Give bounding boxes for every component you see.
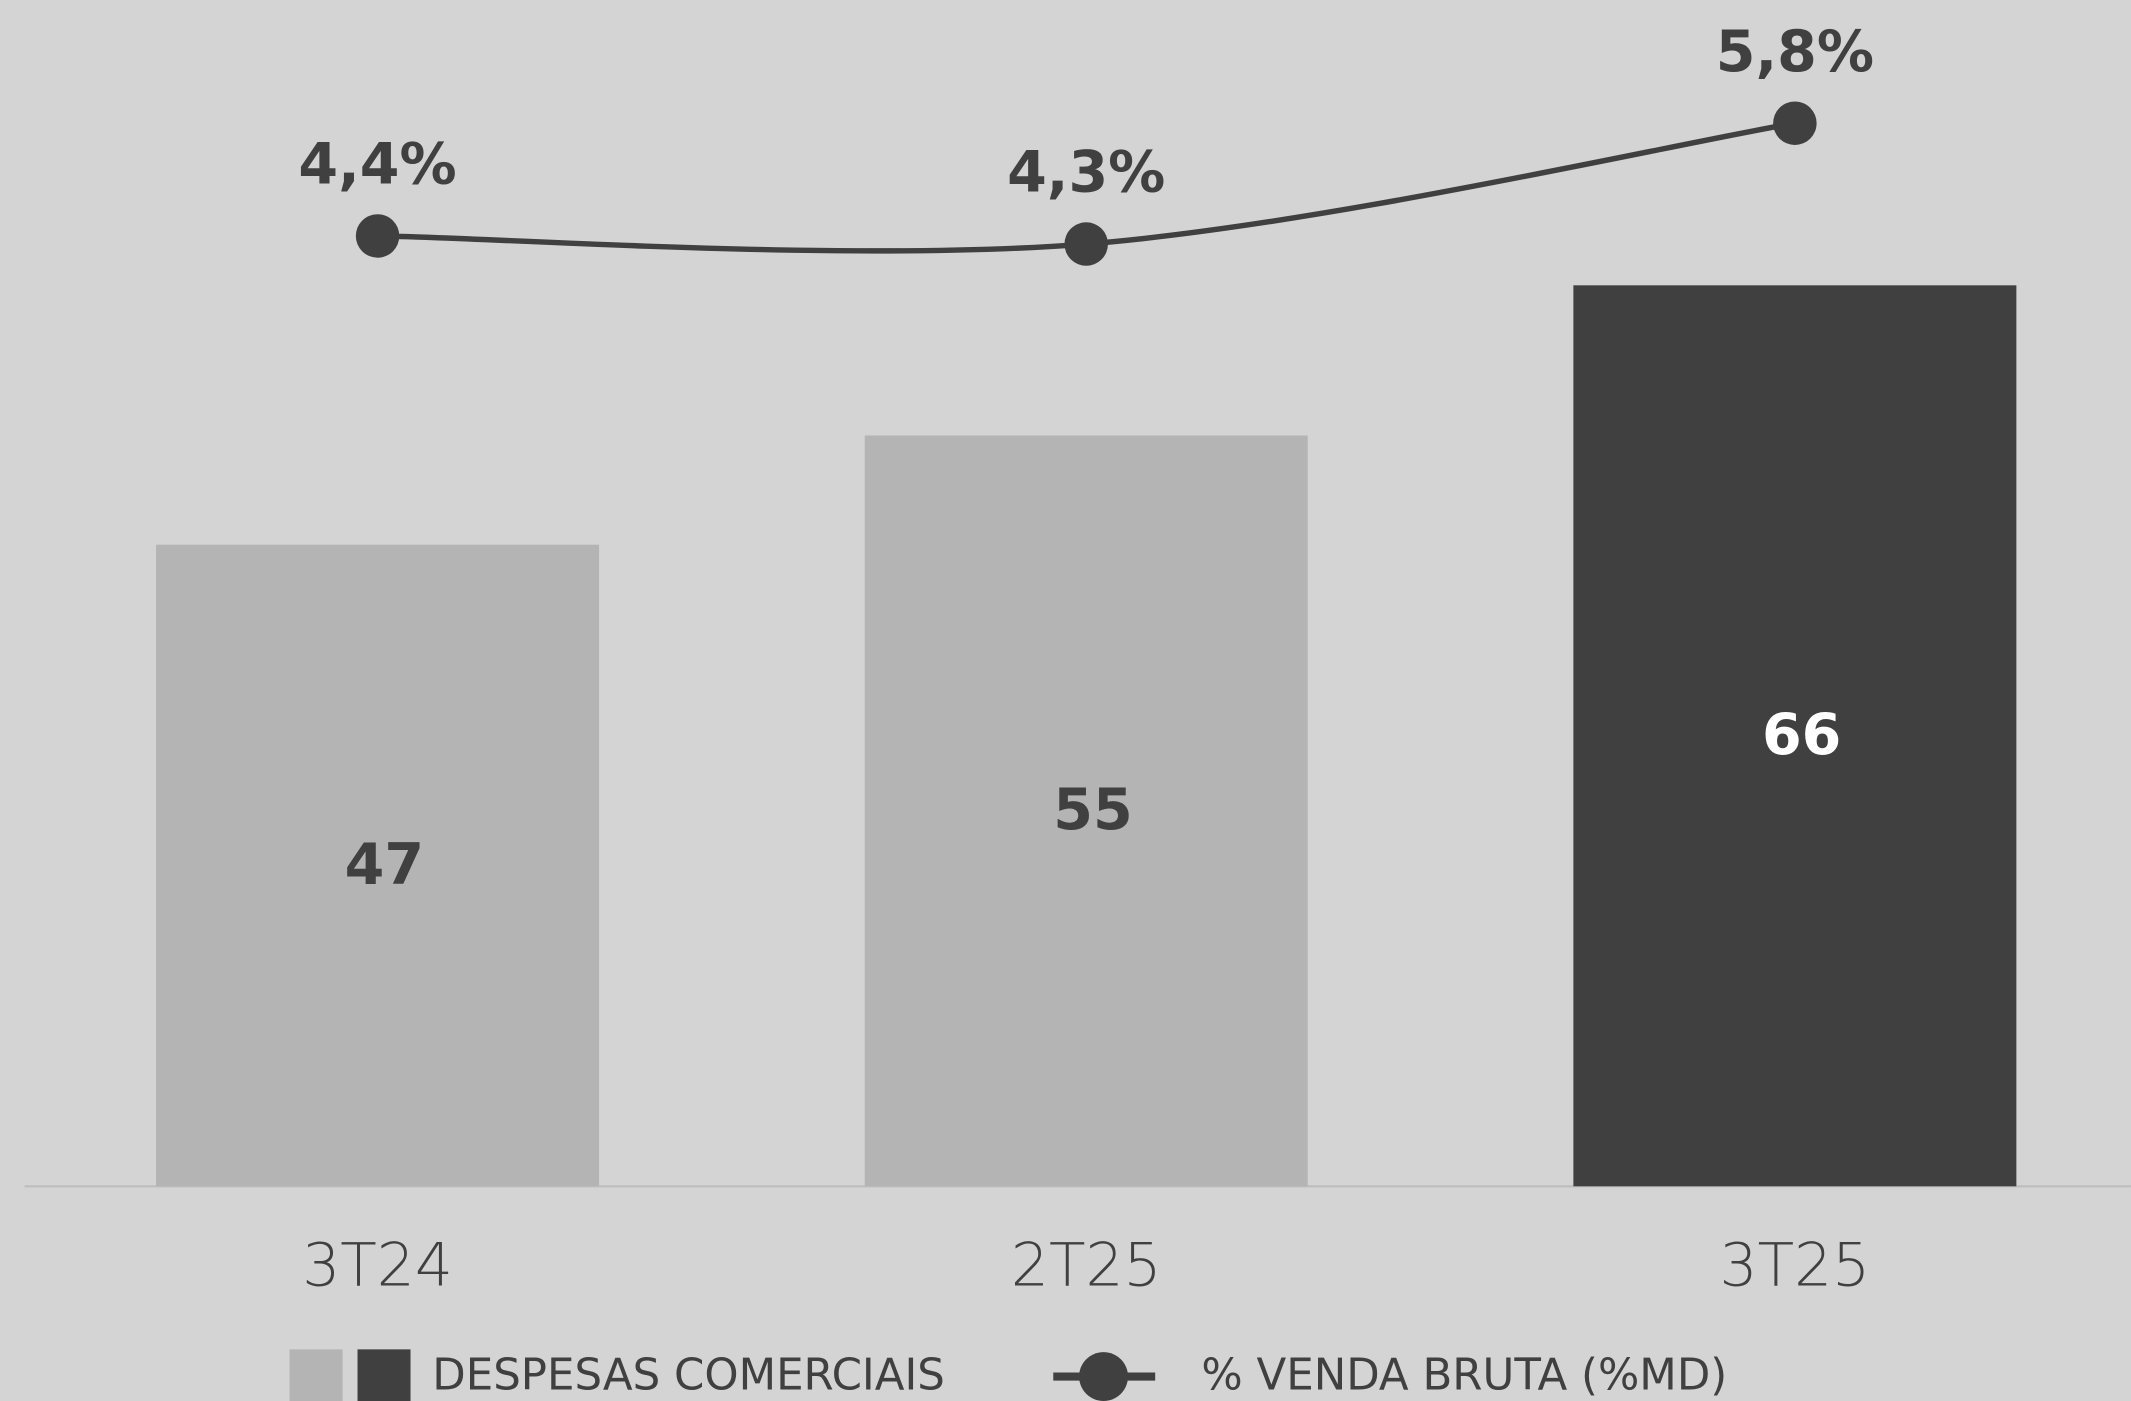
x-tick-label: 3T25 <box>1720 1232 1871 1301</box>
line-marker <box>1773 101 1817 145</box>
legend-swatch <box>357 1349 411 1401</box>
legend: DESPESAS COMERCIAIS % VENDA BRUTA (%MD) <box>289 1349 1727 1401</box>
data-label: 4,3% <box>1007 140 1165 206</box>
bar <box>156 544 600 1187</box>
data-label: 55 <box>1053 777 1132 843</box>
data-label: 5,8% <box>1716 19 1874 85</box>
legend-marker <box>1079 1352 1129 1401</box>
line-marker <box>1064 222 1108 266</box>
legend-swatch <box>289 1349 343 1401</box>
legend-label: DESPESAS COMERCIAIS <box>432 1350 945 1400</box>
x-tick-label: 3T24 <box>302 1232 453 1301</box>
x-tick-label: 2T25 <box>1011 1232 1162 1301</box>
bar <box>864 435 1308 1187</box>
data-label: 47 <box>345 832 424 898</box>
line-marker <box>355 214 400 258</box>
data-label: 66 <box>1762 702 1841 768</box>
data-label: 4,4% <box>298 132 456 198</box>
bar <box>1573 285 2017 1187</box>
legend-label: % VENDA BRUTA (%MD) <box>1201 1350 1727 1400</box>
